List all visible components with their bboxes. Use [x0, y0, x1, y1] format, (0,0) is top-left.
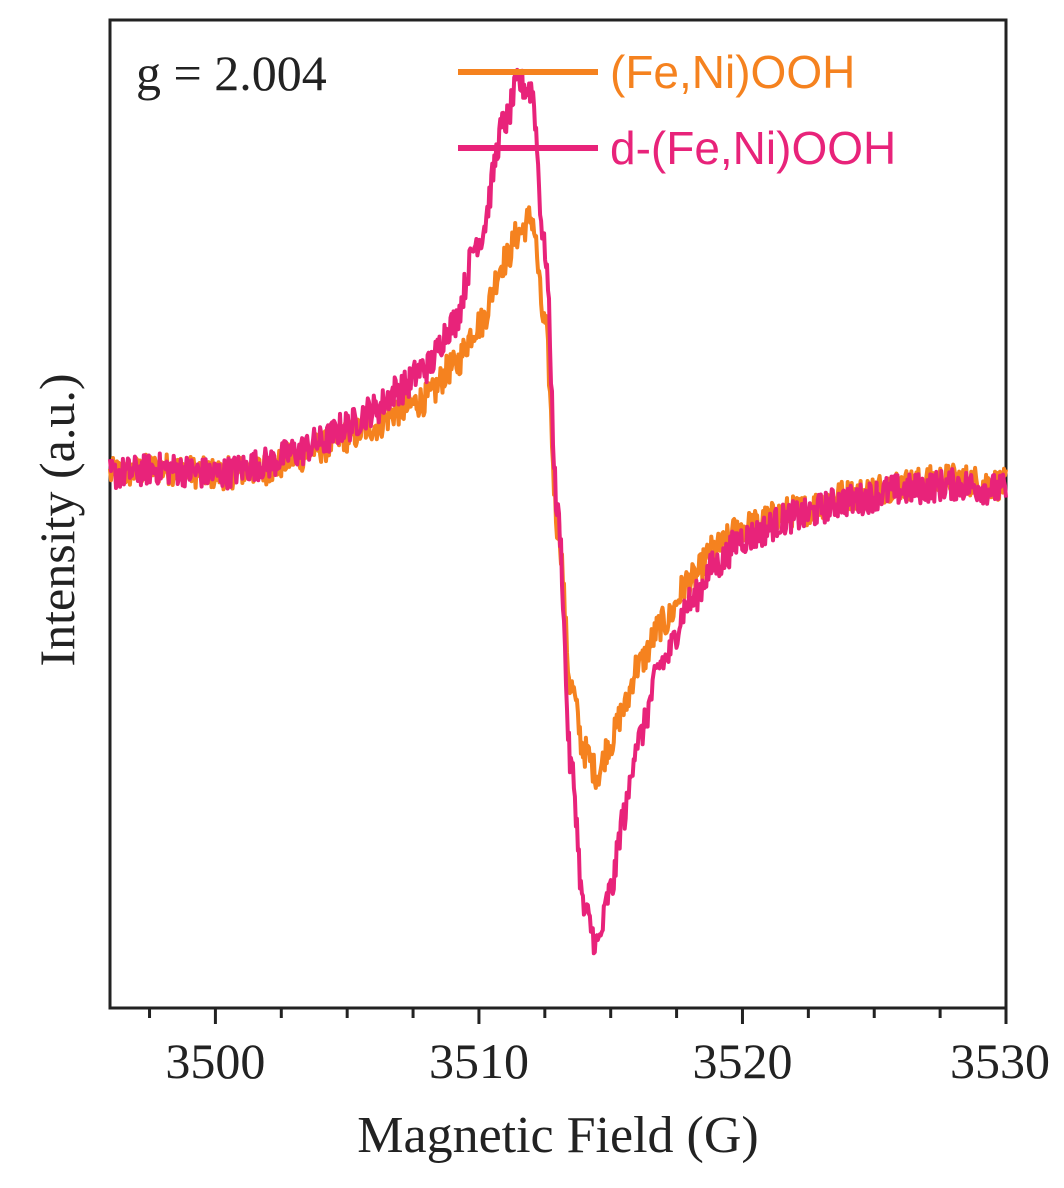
- plot-frame: [108, 18, 1008, 1010]
- series-layer: [108, 67, 1008, 956]
- x-axis-title: Magnetic Field (G): [357, 1107, 758, 1164]
- legend: (Fe,Ni)OOH d-(Fe,Ni)OOH: [458, 46, 896, 174]
- x-axis-ticks: [148, 1008, 1008, 1024]
- y-axis-title: Intensity (a.u.): [29, 374, 85, 667]
- series-line-d-fe-ni-ooh: [108, 67, 1008, 956]
- legend-label-d-fe-ni-ooh: d-(Fe,Ni)OOH: [610, 122, 896, 174]
- x-tick-label: 3500: [165, 1033, 265, 1089]
- x-tick-label: 3510: [429, 1033, 529, 1089]
- x-tick-label: 3530: [950, 1033, 1050, 1089]
- x-axis-tick-labels: 3500 3510 3520 3530: [165, 1033, 1050, 1089]
- x-tick-label: 3520: [692, 1033, 792, 1089]
- g-value-annotation: g = 2.004: [136, 45, 327, 101]
- legend-label-fe-ni-ooh: (Fe,Ni)OOH: [610, 46, 855, 98]
